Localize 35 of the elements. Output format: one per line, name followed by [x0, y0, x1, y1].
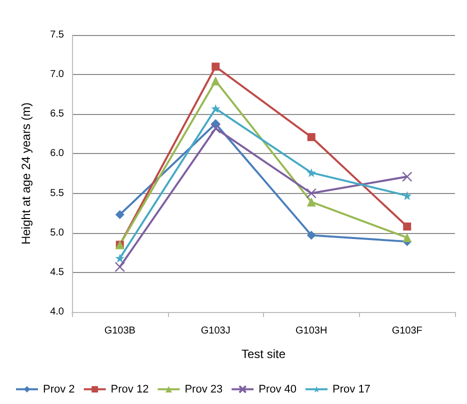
x-tick-label: G103B [104, 326, 136, 336]
legend-label: Prov 2 [43, 383, 75, 396]
legend-label: Prov 12 [110, 383, 149, 396]
point [211, 104, 220, 114]
point [114, 262, 125, 272]
y-tick-label: 7.5 [50, 30, 64, 40]
y-tick-label: 5.0 [50, 227, 64, 238]
point [211, 76, 220, 86]
y-tick-label: 4.0 [50, 306, 64, 318]
y-tick-label: 5.5 [50, 188, 64, 199]
point [115, 254, 124, 263]
x-tick-label: G103H [296, 326, 328, 336]
point [306, 230, 316, 240]
x-axis-title: Test site [241, 347, 286, 361]
legend-label: Prov 17 [332, 383, 370, 396]
x-tick-label: G103F [392, 326, 422, 336]
y-axis-title: Height at age 24 years (m) [19, 102, 33, 245]
point [306, 188, 316, 198]
point [403, 222, 412, 231]
point [210, 123, 221, 134]
point [306, 197, 316, 206]
y-tick-label: 7.0 [50, 69, 64, 80]
legend-label: Prov 23 [184, 383, 223, 396]
point [115, 210, 124, 220]
point [307, 133, 316, 142]
point [306, 168, 316, 178]
point [212, 62, 220, 71]
point [402, 172, 412, 182]
legend-label: Prov 40 [258, 383, 297, 396]
y-tick-label: 6.0 [50, 148, 64, 160]
y-tick-label: 6.5 [50, 108, 64, 120]
point [402, 233, 412, 242]
x-tick-label: G103J [200, 326, 230, 336]
point [402, 191, 412, 200]
y-tick-label: 4.5 [50, 266, 64, 278]
